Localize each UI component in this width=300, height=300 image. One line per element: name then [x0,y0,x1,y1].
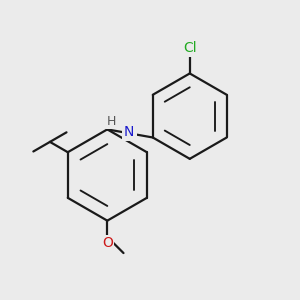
Text: N: N [124,124,134,139]
Text: Cl: Cl [183,41,196,56]
Text: H: H [107,115,116,128]
Text: O: O [102,236,113,250]
